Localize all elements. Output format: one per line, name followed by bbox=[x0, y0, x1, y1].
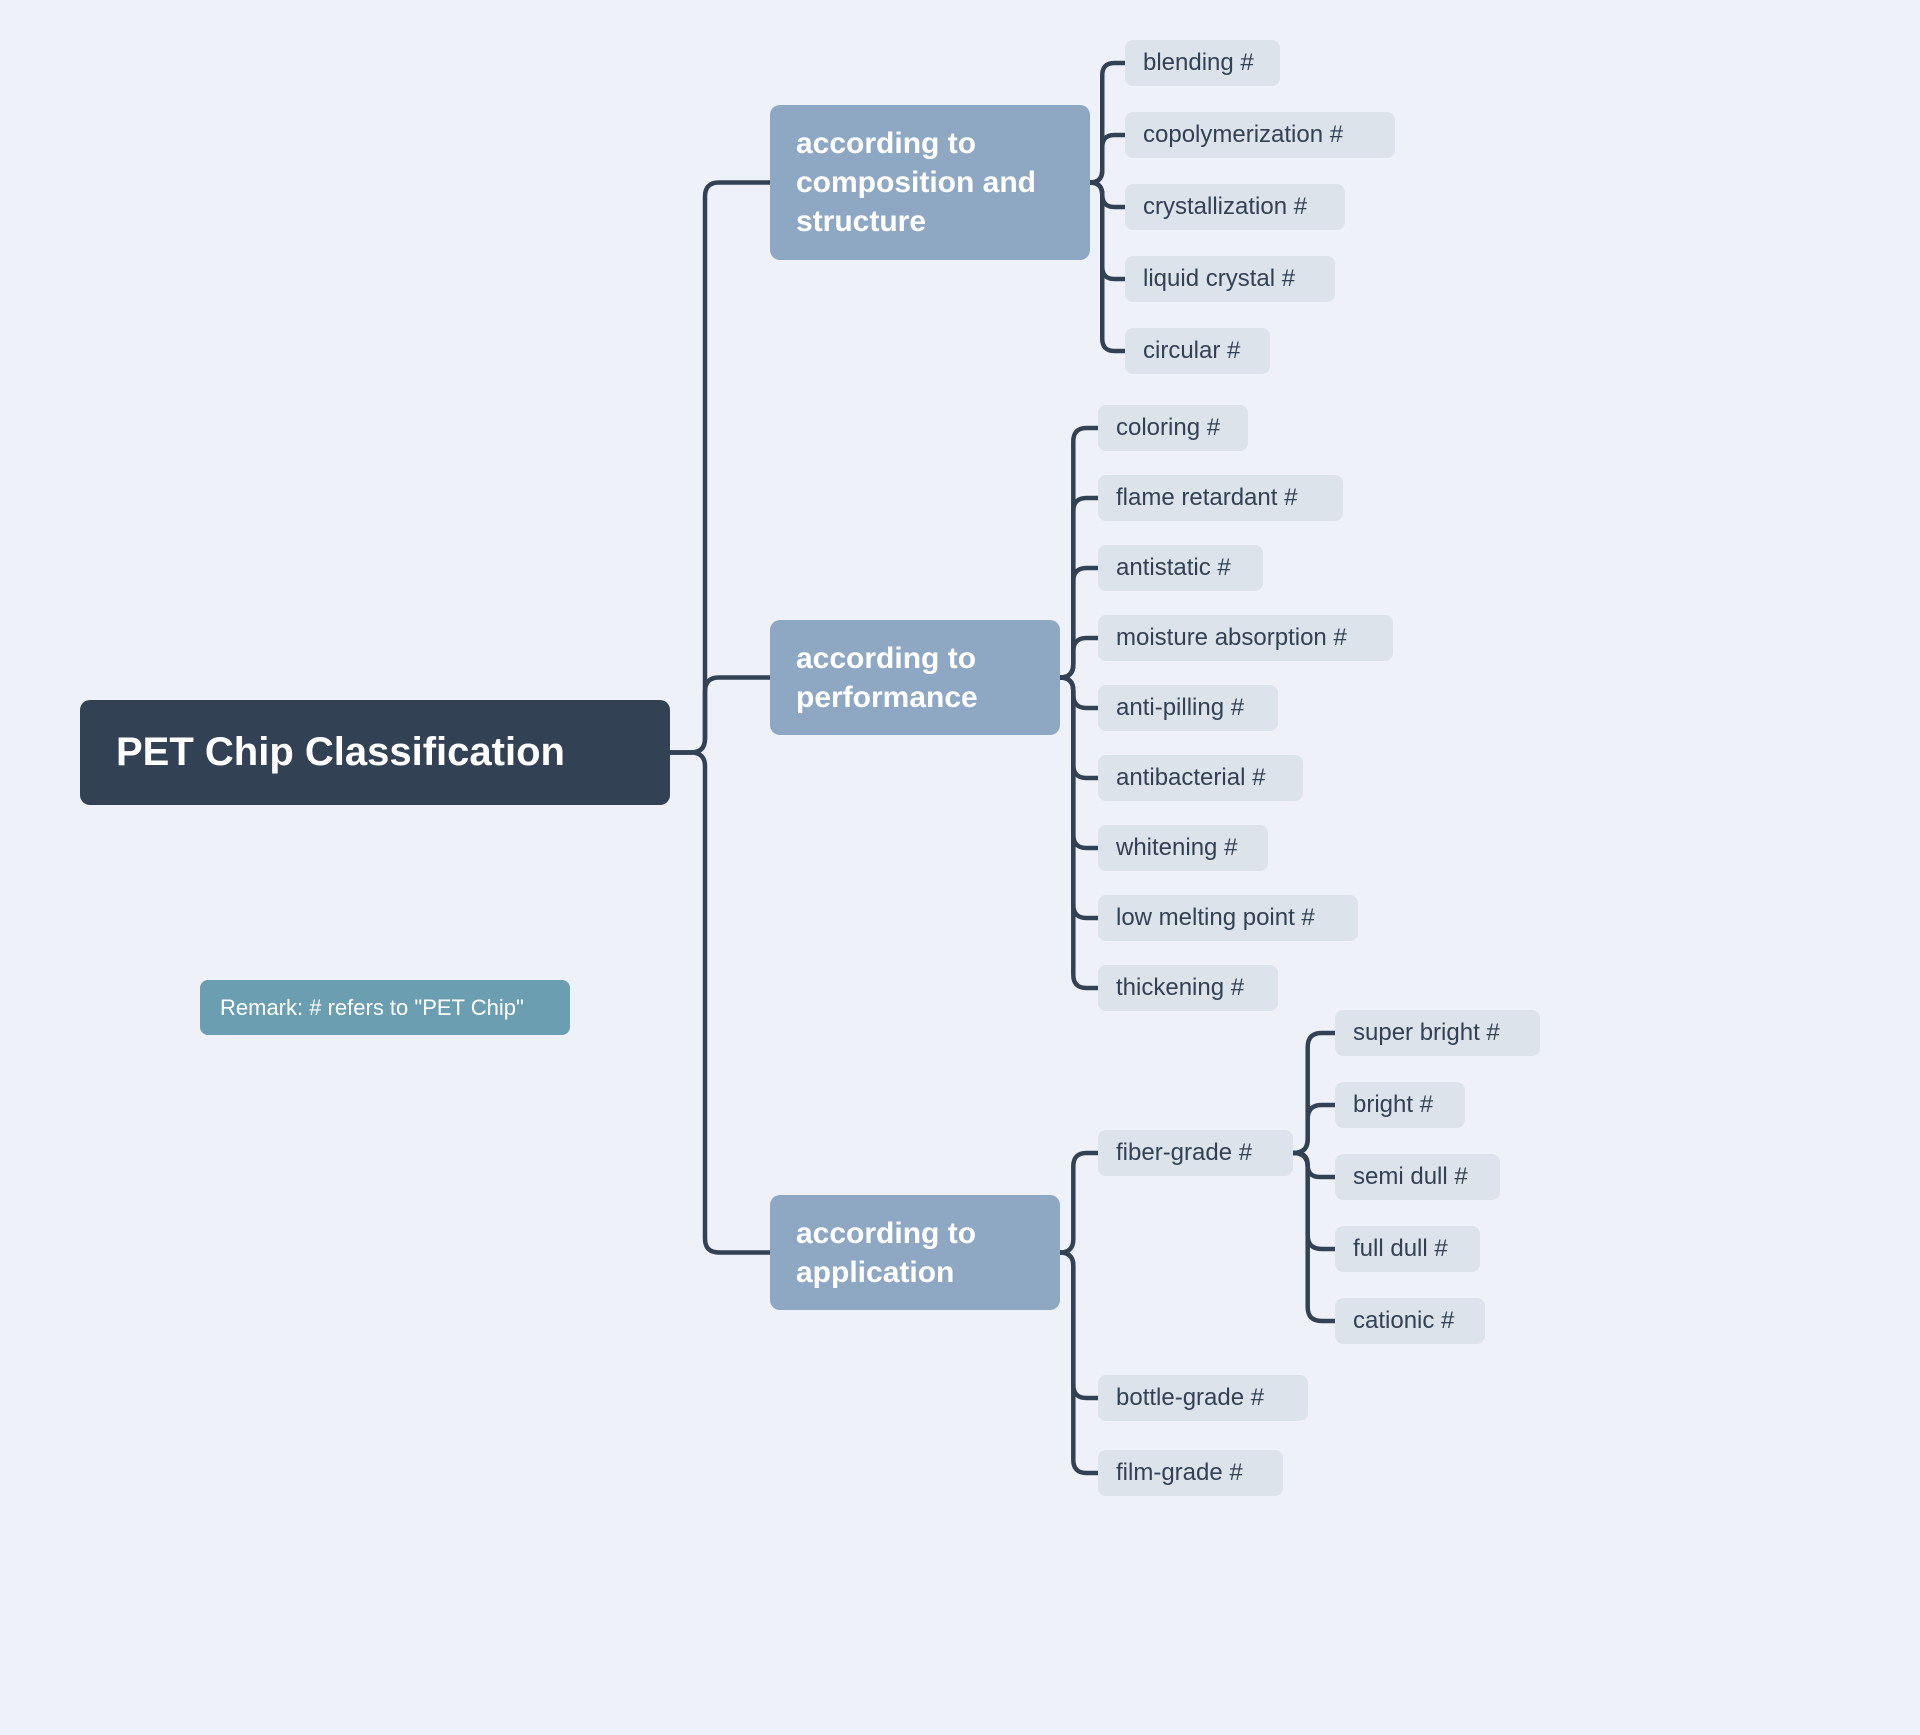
leaf-application-0: fiber-grade # bbox=[1098, 1130, 1293, 1176]
connector bbox=[1060, 428, 1098, 678]
connector bbox=[1060, 498, 1098, 678]
leaf-application-0-2: semi dull # bbox=[1335, 1154, 1500, 1200]
leaf-composition-1: copolymerization # bbox=[1125, 112, 1395, 158]
leaf-application-0-0: super bright # bbox=[1335, 1010, 1540, 1056]
leaf-application-0-3: full dull # bbox=[1335, 1226, 1480, 1272]
connector bbox=[1293, 1153, 1335, 1321]
connector bbox=[670, 678, 770, 753]
leaf-composition-2: crystallization # bbox=[1125, 184, 1345, 230]
leaf-performance-6: whitening # bbox=[1098, 825, 1268, 871]
connector bbox=[1090, 135, 1125, 183]
connector bbox=[670, 753, 770, 1253]
branch-composition: according to composition and structure bbox=[770, 105, 1090, 260]
connector bbox=[1060, 1253, 1098, 1474]
branch-performance: according to performance bbox=[770, 620, 1060, 735]
leaf-performance-3: moisture absorption # bbox=[1098, 615, 1393, 661]
leaf-performance-2: antistatic # bbox=[1098, 545, 1263, 591]
connector bbox=[1060, 1253, 1098, 1399]
connector bbox=[1090, 183, 1125, 208]
connector bbox=[1060, 568, 1098, 678]
connector bbox=[1060, 638, 1098, 678]
leaf-application-0-4: cationic # bbox=[1335, 1298, 1485, 1344]
connector bbox=[1060, 678, 1098, 849]
leaf-performance-0: coloring # bbox=[1098, 405, 1248, 451]
connector bbox=[1293, 1153, 1335, 1177]
leaf-performance-1: flame retardant # bbox=[1098, 475, 1343, 521]
leaf-composition-3: liquid crystal # bbox=[1125, 256, 1335, 302]
connector bbox=[1293, 1153, 1335, 1249]
connector-layer bbox=[0, 0, 1920, 1735]
connector bbox=[1060, 678, 1098, 989]
connector bbox=[1060, 678, 1098, 779]
connector bbox=[1293, 1105, 1335, 1153]
leaf-application-0-1: bright # bbox=[1335, 1082, 1465, 1128]
connector bbox=[670, 183, 770, 753]
branch-application: according to application bbox=[770, 1195, 1060, 1310]
leaf-performance-5: antibacterial # bbox=[1098, 755, 1303, 801]
connector bbox=[1060, 678, 1098, 919]
connector bbox=[1090, 63, 1125, 183]
leaf-composition-0: blending # bbox=[1125, 40, 1280, 86]
leaf-application-1: bottle-grade # bbox=[1098, 1375, 1308, 1421]
connector bbox=[1090, 183, 1125, 352]
leaf-application-2: film-grade # bbox=[1098, 1450, 1283, 1496]
leaf-performance-8: thickening # bbox=[1098, 965, 1278, 1011]
remark-node: Remark: # refers to "PET Chip" bbox=[200, 980, 570, 1035]
connector bbox=[1060, 1153, 1098, 1253]
leaf-performance-4: anti-pilling # bbox=[1098, 685, 1278, 731]
connector bbox=[1293, 1033, 1335, 1153]
leaf-composition-4: circular # bbox=[1125, 328, 1270, 374]
connector bbox=[1090, 183, 1125, 280]
connector bbox=[1060, 678, 1098, 709]
root-node: PET Chip Classification bbox=[80, 700, 670, 805]
leaf-performance-7: low melting point # bbox=[1098, 895, 1358, 941]
